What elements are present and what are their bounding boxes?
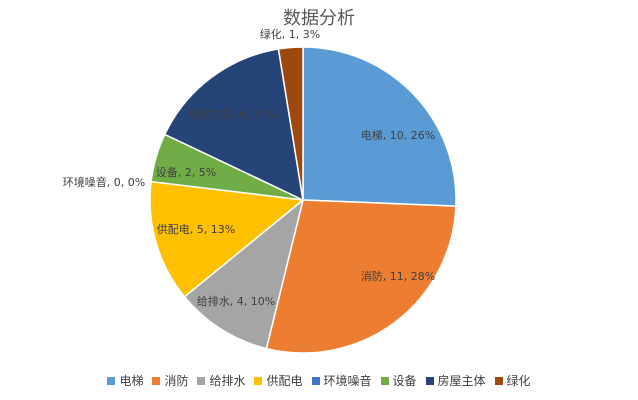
legend-item-5[interactable]: 环境噪音: [311, 372, 372, 389]
data-label-8: 绿化, 1, 3%: [260, 27, 320, 41]
legend-label: 设备: [392, 374, 417, 388]
data-label-3: 给排水, 4, 10%: [197, 294, 275, 308]
data-label-2: 消防, 11, 28%: [361, 269, 435, 283]
pie-slice-2[interactable]: [265, 199, 457, 354]
legend: 电梯 消防 给排水 供配电 环境噪音 设备 房屋主体 绿化: [0, 372, 638, 389]
legend-item-7[interactable]: 房屋主体: [425, 372, 486, 389]
legend-item-8[interactable]: 绿化: [494, 372, 531, 389]
legend-swatch: [380, 376, 389, 385]
data-label-5: 环境噪音, 0, 0%: [63, 175, 145, 189]
legend-label: 电梯: [119, 374, 144, 388]
data-label-1: 电梯, 10, 26%: [361, 129, 435, 142]
legend-item-3[interactable]: 给排水: [197, 372, 245, 389]
pie-slice-4[interactable]: [149, 180, 305, 298]
data-label-6: 设备, 2, 5%: [156, 165, 216, 179]
legend-label: 环境噪音: [323, 374, 372, 388]
legend-swatch: [254, 376, 263, 385]
legend-label: 房屋主体: [437, 374, 486, 388]
legend-label: 绿化: [506, 374, 531, 388]
data-label-7: 房屋主体, 6, 15%: [188, 107, 277, 121]
legend-swatch: [152, 376, 161, 385]
data-label-4: 供配电, 5, 13%: [157, 222, 235, 236]
legend-label: 供配电: [266, 374, 303, 388]
legend-item-4[interactable]: 供配电: [254, 372, 303, 389]
legend-label: 消防: [164, 374, 189, 388]
pie-slice-3[interactable]: [183, 197, 305, 350]
chart-title: 数据分析: [283, 8, 355, 29]
legend-item-2[interactable]: 消防: [152, 372, 188, 389]
legend-item-6[interactable]: 设备: [380, 372, 417, 389]
pie-slice-7[interactable]: [163, 48, 304, 202]
pie-slice-1[interactable]: [302, 46, 457, 207]
legend-swatch: [107, 376, 116, 385]
legend-label: 给排水: [209, 374, 246, 388]
legend-swatch: [197, 376, 206, 385]
legend-swatch: [425, 376, 434, 385]
legend-item-1[interactable]: 电梯: [107, 372, 143, 389]
legend-swatch: [311, 376, 320, 385]
legend-swatch: [494, 376, 503, 385]
pie-slice-8[interactable]: [277, 46, 304, 201]
